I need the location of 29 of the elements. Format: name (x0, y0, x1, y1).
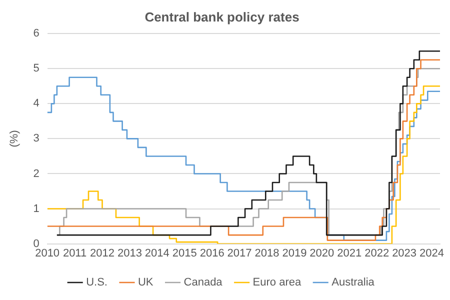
x-tick-label: 2024 (420, 247, 444, 260)
y-tick-label: 2 (33, 168, 40, 180)
y-axis-title: (%) (8, 130, 21, 148)
y-tick-label: 4 (33, 98, 40, 110)
x-tick-label: 2012 (90, 247, 114, 260)
x-tick-label: 2013 (117, 247, 142, 260)
y-tick-label: 6 (33, 28, 40, 40)
y-tick-label: 1 (33, 202, 40, 215)
legend-label: UK (138, 276, 154, 289)
y-tick-label: 0 (33, 238, 40, 250)
x-tick-label: 2022 (364, 247, 390, 260)
x-tick-label: 2011 (62, 247, 87, 260)
x-tick-label: 2010 (35, 247, 60, 260)
legend-label: Euro area (252, 276, 302, 289)
x-tick-label: 2019 (282, 247, 307, 260)
chart-title: Central bank policy rates (144, 9, 300, 24)
x-tick-label: 2016 (200, 247, 224, 260)
x-tick-label: 2014 (144, 247, 170, 260)
y-tick-label: 3 (33, 132, 40, 145)
y-tick-label: 5 (33, 62, 40, 75)
legend-label: U.S. (86, 276, 108, 289)
x-tick-label: 2015 (172, 247, 197, 260)
x-tick-label: 2021 (337, 247, 362, 260)
x-tick-label: 2017 (227, 247, 252, 260)
legend-label: Australia (332, 276, 376, 289)
legend-label: Canada (184, 276, 224, 289)
x-tick-label: 2023 (392, 247, 417, 260)
x-tick-label: 2020 (310, 247, 334, 260)
x-tick-label: 2018 (254, 247, 280, 260)
